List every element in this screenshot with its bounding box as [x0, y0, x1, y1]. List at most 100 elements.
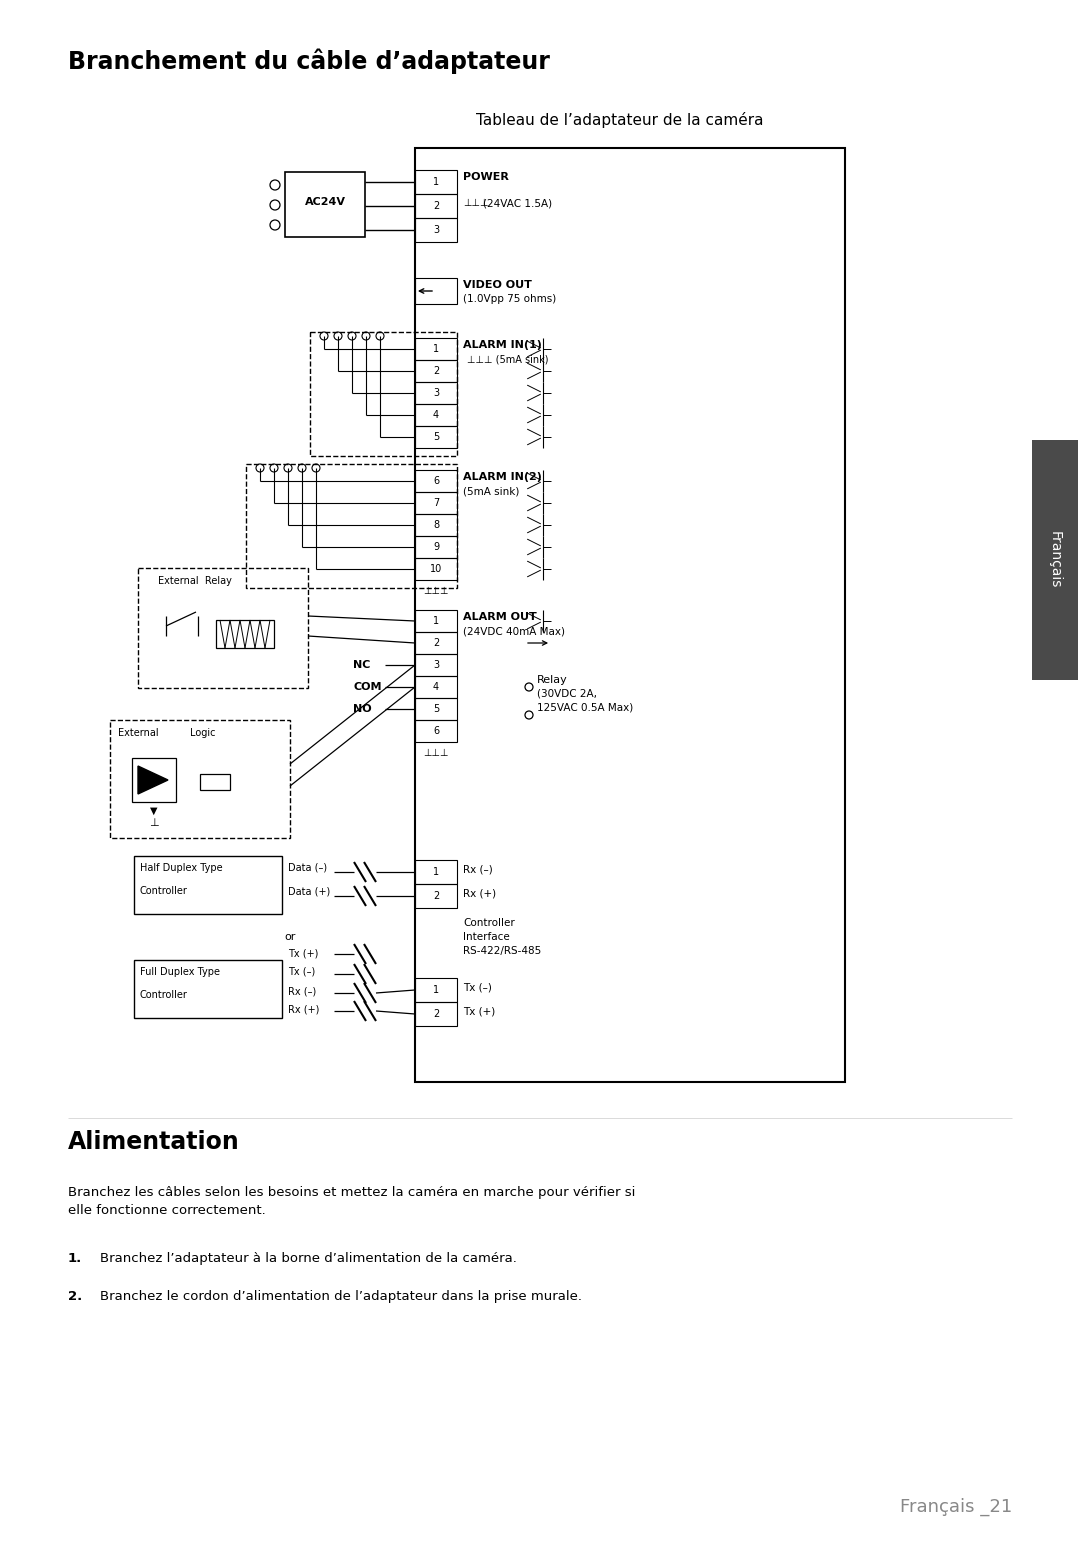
Bar	[134, 960, 282, 1018]
Bar	[415, 1001, 457, 1026]
Text: 2: 2	[433, 201, 440, 211]
Text: RS-422/RS-485: RS-422/RS-485	[463, 946, 541, 957]
Text: Tx (–): Tx (–)	[463, 981, 491, 992]
Text: ▼: ▼	[150, 805, 158, 816]
Bar	[110, 721, 291, 838]
Text: Rx (+): Rx (+)	[463, 889, 496, 898]
Bar	[310, 332, 457, 457]
Text: Relay: Relay	[537, 674, 568, 685]
Polygon shape	[138, 765, 168, 795]
Bar	[415, 978, 457, 1001]
Bar	[415, 360, 457, 383]
Text: Logic: Logic	[190, 728, 216, 738]
Text: 6: 6	[433, 475, 440, 486]
Text: 2: 2	[433, 1009, 440, 1018]
Text: Tx (–): Tx (–)	[288, 967, 315, 977]
Text: Tableau de l’adaptateur de la caméra: Tableau de l’adaptateur de la caméra	[476, 113, 764, 128]
Text: 8: 8	[433, 520, 440, 529]
Text: (24VDC 40mA Max): (24VDC 40mA Max)	[463, 626, 565, 636]
Text: Branchez le cordon d’alimentation de l’adaptateur dans la prise murale.: Branchez le cordon d’alimentation de l’a…	[100, 1290, 582, 1302]
Text: 1: 1	[433, 344, 440, 353]
Text: 4: 4	[433, 682, 440, 691]
Bar	[134, 856, 282, 913]
Bar	[1032, 440, 1078, 680]
Bar	[132, 758, 176, 802]
Text: (5mA sink): (5mA sink)	[463, 486, 519, 495]
Bar	[285, 171, 365, 238]
Text: Alimentation: Alimentation	[68, 1129, 240, 1154]
Bar	[415, 383, 457, 404]
Text: 4: 4	[433, 410, 440, 420]
Bar	[415, 884, 457, 907]
Text: or: or	[284, 932, 296, 941]
Text: Data (–): Data (–)	[288, 863, 327, 873]
Bar	[415, 148, 845, 1082]
Text: 5: 5	[433, 432, 440, 441]
Text: 2: 2	[433, 366, 440, 376]
Bar	[415, 535, 457, 559]
Text: Branchez les câbles selon les besoins et mettez la caméra en marche pour vérifie: Branchez les câbles selon les besoins et…	[68, 1187, 635, 1199]
Text: 9: 9	[433, 542, 440, 552]
Bar	[246, 464, 457, 588]
Text: 2.: 2.	[68, 1290, 82, 1302]
Bar	[415, 859, 457, 884]
Text: ⊥⊥⊥: ⊥⊥⊥	[463, 198, 488, 208]
Text: (24VAC 1.5A): (24VAC 1.5A)	[483, 198, 552, 208]
Text: ⊥⊥⊥: ⊥⊥⊥	[423, 586, 449, 596]
Text: Controller: Controller	[463, 918, 515, 927]
Bar	[415, 218, 457, 242]
Text: (1.0Vpp 75 ohms): (1.0Vpp 75 ohms)	[463, 295, 556, 304]
Text: Français: Français	[1048, 531, 1062, 589]
Bar	[415, 426, 457, 447]
Bar	[415, 697, 457, 721]
Bar	[415, 721, 457, 742]
Text: 5: 5	[433, 704, 440, 714]
Bar	[216, 620, 274, 648]
Text: elle fonctionne correctement.: elle fonctionne correctement.	[68, 1204, 266, 1217]
Text: 7: 7	[433, 498, 440, 508]
Text: 2: 2	[433, 890, 440, 901]
Bar	[415, 194, 457, 218]
Text: Branchement du câble d’adaptateur: Branchement du câble d’adaptateur	[68, 48, 550, 74]
Bar	[415, 514, 457, 535]
Bar	[415, 676, 457, 697]
Text: (30VDC 2A,: (30VDC 2A,	[537, 690, 597, 699]
Text: Data (+): Data (+)	[288, 886, 330, 896]
Bar	[415, 492, 457, 514]
Text: Controller: Controller	[140, 991, 188, 1000]
Text: 1.: 1.	[68, 1251, 82, 1265]
Text: 10: 10	[430, 565, 442, 574]
Text: POWER: POWER	[463, 171, 509, 182]
Text: 1: 1	[433, 177, 440, 187]
Text: ⊥⊥⊥: ⊥⊥⊥	[423, 748, 449, 758]
Text: VIDEO OUT: VIDEO OUT	[463, 279, 531, 290]
Text: ⊥: ⊥	[149, 818, 159, 829]
Bar	[415, 471, 457, 492]
Bar	[415, 609, 457, 633]
Text: ALARM IN(1): ALARM IN(1)	[463, 339, 542, 350]
Text: 2: 2	[433, 637, 440, 648]
Text: Français _21: Français _21	[900, 1498, 1012, 1517]
Text: ALARM OUT: ALARM OUT	[463, 613, 537, 622]
Text: External  Relay: External Relay	[158, 576, 232, 586]
Text: Half Duplex Type: Half Duplex Type	[140, 863, 222, 873]
Text: Rx (+): Rx (+)	[288, 1004, 320, 1014]
Text: 1: 1	[433, 616, 440, 626]
Text: 1: 1	[433, 984, 440, 995]
Text: Tx (+): Tx (+)	[463, 1006, 496, 1015]
Text: COM: COM	[353, 682, 381, 691]
Text: 3: 3	[433, 660, 440, 670]
Bar	[415, 170, 457, 194]
Text: 1: 1	[433, 867, 440, 876]
Text: External: External	[118, 728, 159, 738]
Bar	[415, 654, 457, 676]
Text: 3: 3	[433, 387, 440, 398]
Text: Full Duplex Type: Full Duplex Type	[140, 967, 220, 977]
Text: 3: 3	[433, 225, 440, 235]
Text: Rx (–): Rx (–)	[463, 864, 492, 873]
Bar	[200, 775, 230, 790]
Text: 125VAC 0.5A Max): 125VAC 0.5A Max)	[537, 704, 633, 713]
Bar	[138, 568, 308, 688]
Text: ALARM IN(2): ALARM IN(2)	[463, 472, 542, 481]
Text: AC24V: AC24V	[305, 198, 346, 207]
